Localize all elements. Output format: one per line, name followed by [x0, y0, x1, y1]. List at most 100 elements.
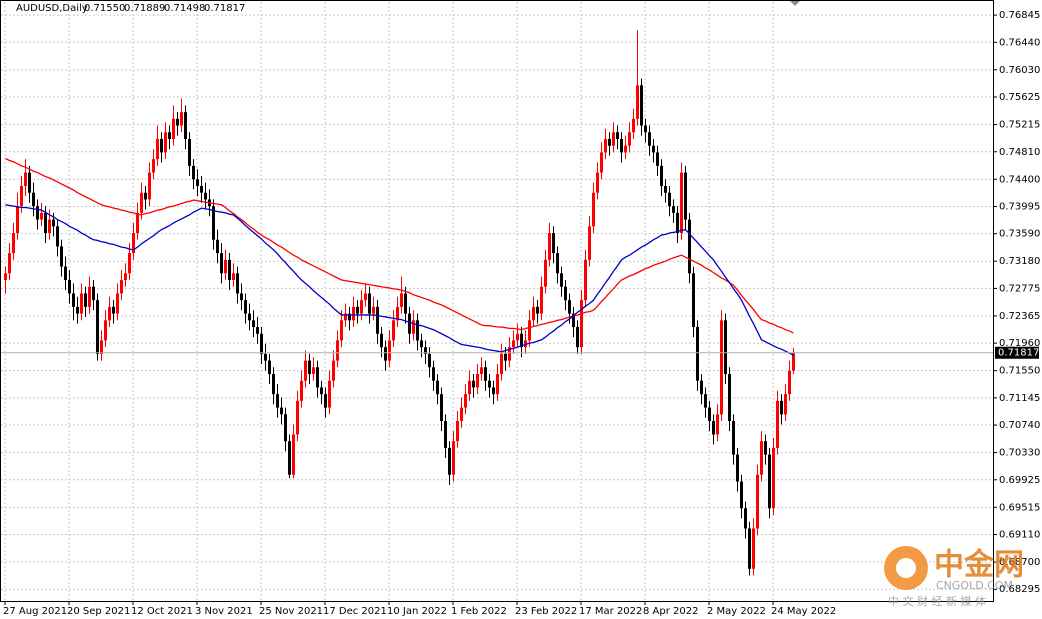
candle-body — [40, 212, 43, 220]
candle-body — [696, 327, 699, 381]
low-label: 0.71498 — [164, 3, 205, 14]
y-tick-label: 0.69515 — [999, 502, 1040, 513]
candle-body — [280, 407, 283, 415]
candle-body — [580, 300, 583, 348]
candle-body — [732, 421, 735, 455]
candle-body — [388, 340, 391, 361]
candle-body — [348, 313, 351, 321]
candle-body — [664, 185, 667, 193]
moving-average-line — [5, 157, 794, 334]
candle-body — [456, 421, 459, 442]
candle-body — [788, 370, 791, 395]
x-tick-label: 1 Feb 2022 — [451, 606, 507, 617]
candle-body — [328, 380, 331, 408]
candle-body — [792, 352, 795, 371]
close-label: 0.71817 — [204, 3, 245, 14]
candle-body — [592, 192, 595, 227]
candle-body — [416, 320, 419, 341]
candle-body — [284, 414, 287, 442]
x-tick-label: 17 Dec 2021 — [323, 606, 387, 617]
candle-body — [392, 320, 395, 341]
candle-body — [476, 374, 479, 388]
candle-body — [640, 85, 643, 126]
candle-body — [100, 340, 103, 354]
candle-body — [428, 353, 431, 368]
candle-body — [112, 306, 115, 314]
candle-body — [124, 273, 127, 281]
candle-body — [4, 273, 7, 281]
y-tick-label: 0.73180 — [999, 256, 1040, 267]
candle-body — [148, 172, 151, 200]
candle-body — [76, 306, 79, 314]
candle-body — [152, 159, 155, 173]
x-tick-label: 10 Jan 2022 — [387, 606, 447, 617]
open-label: 0.71550 — [84, 3, 125, 14]
candle-body — [588, 226, 591, 260]
candle-body — [528, 320, 531, 341]
candle-body — [248, 313, 251, 321]
candle-body — [556, 253, 559, 274]
candle-body — [568, 300, 571, 314]
candle-body — [612, 132, 615, 146]
x-tick-label: 24 May 2022 — [771, 606, 836, 617]
candle-body — [160, 138, 163, 153]
candle-body — [144, 192, 147, 200]
candle-body — [668, 192, 671, 207]
candle-body — [516, 333, 519, 341]
candle-body — [540, 286, 543, 314]
watermark-name: 中金网 — [934, 548, 1024, 583]
candle-body — [660, 165, 663, 186]
candle-body — [704, 394, 707, 408]
candle-body — [212, 206, 215, 240]
candle-body — [276, 394, 279, 408]
candle-body — [132, 233, 135, 254]
candle-body — [288, 441, 291, 475]
candle-body — [372, 306, 375, 314]
candle-body — [192, 165, 195, 180]
candle-body — [36, 206, 39, 220]
candle-body — [168, 132, 171, 139]
candle-body — [324, 394, 327, 408]
y-tick-label: 0.69925 — [999, 475, 1040, 486]
candle-body — [104, 320, 107, 341]
candle-body — [308, 360, 311, 375]
candle-body — [468, 380, 471, 395]
y-tick-label: 0.69110 — [999, 530, 1040, 541]
candle-body — [552, 233, 555, 254]
candle-body — [164, 132, 167, 153]
candle-body — [776, 400, 779, 448]
candle-body — [688, 219, 691, 274]
candle-body — [768, 454, 771, 509]
y-tick-label: 0.76845 — [999, 10, 1040, 21]
candle-body — [232, 273, 235, 281]
candle-body — [644, 125, 647, 133]
candle-body — [256, 327, 259, 334]
candle-body — [532, 306, 535, 321]
candle-body — [260, 333, 263, 354]
candle-body — [452, 441, 455, 475]
y-tick-label: 0.72365 — [999, 311, 1040, 322]
y-tick-label: 0.73995 — [999, 201, 1040, 212]
candle-body — [364, 293, 367, 301]
candle-body — [464, 394, 467, 408]
candle-body — [624, 145, 627, 153]
watermark: 中金网 CNGOLD.COM 中 文 财 经 新 媒 体 — [884, 546, 1024, 608]
candle-body — [340, 320, 343, 341]
candle-body — [692, 273, 695, 328]
candle-body — [752, 528, 755, 569]
candle-body — [228, 259, 231, 281]
high-label: 0.71889 — [124, 3, 165, 14]
candle-body — [504, 353, 507, 361]
watermark-logo-inner — [896, 558, 916, 578]
x-tick-label: 2 May 2022 — [707, 606, 766, 617]
candle-body — [292, 434, 295, 475]
candle-body — [756, 474, 759, 529]
candle-body — [16, 206, 19, 234]
candle-body — [244, 300, 247, 314]
candle-body — [408, 313, 411, 334]
candle-body — [512, 340, 515, 348]
y-tick-label: 0.75215 — [999, 120, 1040, 131]
candle-body — [180, 112, 183, 126]
y-tick-label: 0.75625 — [999, 92, 1040, 103]
